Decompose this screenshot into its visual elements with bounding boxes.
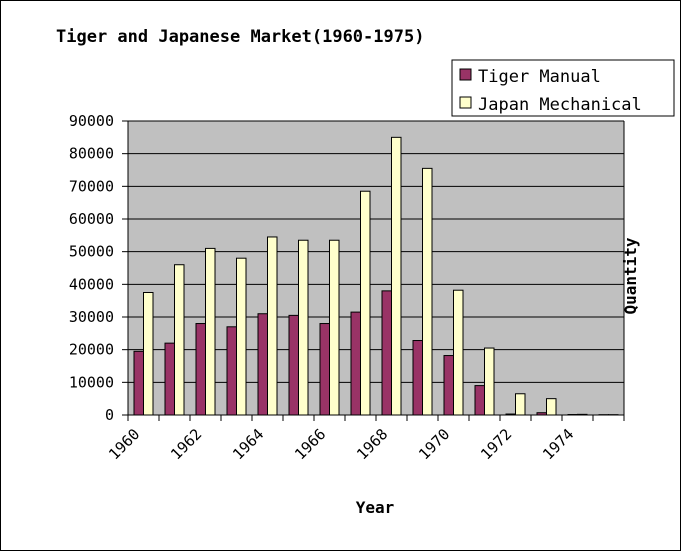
bar-japan-mechanical-1965 (298, 239, 309, 416)
bar-japan-mechanical-1961 (174, 264, 185, 416)
chart-title: Tiger and Japanese Market(1960-1975) (56, 27, 424, 47)
y-tick-labels: 0 10000 20000 30000 40000 50000 60000 70000 8000… (69, 112, 114, 424)
y-tick-label: 0 (105, 406, 114, 424)
legend-swatch-japan-mechanical (459, 96, 472, 109)
axes (127, 121, 625, 421)
bar-japan-mechanical-1964 (267, 236, 278, 416)
bar-tiger-manual-1971 (474, 385, 485, 416)
bar-tiger-manual-1970 (443, 355, 454, 416)
y-tick-label: 10000 (69, 373, 114, 391)
y-tick-label: 20000 (69, 341, 114, 359)
y-tick-label: 80000 (69, 145, 114, 163)
bar-japan-mechanical-1967 (360, 190, 371, 416)
y-tick-label: 50000 (69, 243, 114, 261)
bar-japan-mechanical-1971 (484, 347, 495, 416)
bars (133, 136, 619, 416)
legend-label-japan-mechanical: Japan Mechanical (478, 95, 642, 115)
legend-label-tiger-manual: Tiger Manual (478, 67, 601, 87)
y-tick-label: 40000 (69, 275, 114, 293)
bar-tiger-manual-1968 (381, 290, 392, 416)
bar-japan-mechanical-1963 (236, 257, 247, 416)
bar-tiger-manual-1961 (164, 342, 175, 416)
bar-japan-mechanical-1969 (422, 167, 433, 416)
legend: Tiger Manual Japan Mechanical (451, 59, 675, 117)
x-axis-title: Year (356, 498, 395, 517)
bar-japan-mechanical-1962 (205, 247, 216, 416)
bar-tiger-manual-1965 (288, 314, 299, 416)
bar-japan-mechanical-1966 (329, 239, 340, 416)
bar-tiger-manual-1960 (133, 350, 144, 416)
bar-japan-mechanical-1972 (515, 393, 526, 416)
legend-box (451, 59, 675, 117)
y-tick-label: 60000 (69, 210, 114, 228)
legend-swatch-tiger-manual (459, 68, 472, 81)
bar-tiger-manual-1966 (319, 323, 330, 416)
bar-japan-mechanical-1973 (546, 398, 557, 416)
bar-tiger-manual-1967 (350, 311, 361, 416)
y-tick-label: 90000 (69, 112, 114, 130)
bar-tiger-manual-1969 (412, 340, 423, 416)
bar-tiger-manual-1964 (257, 313, 268, 416)
bar-japan-mechanical-1968 (391, 136, 402, 416)
y-tick-label: 70000 (69, 177, 114, 195)
bar-tiger-manual-1962 (195, 323, 206, 416)
bar-japan-mechanical-1960 (143, 292, 154, 416)
y-tick-label: 30000 (69, 308, 114, 326)
bar-japan-mechanical-1970 (453, 289, 464, 416)
bar-tiger-manual-1963 (226, 326, 237, 416)
y-axis-title: Quantity (621, 237, 640, 314)
